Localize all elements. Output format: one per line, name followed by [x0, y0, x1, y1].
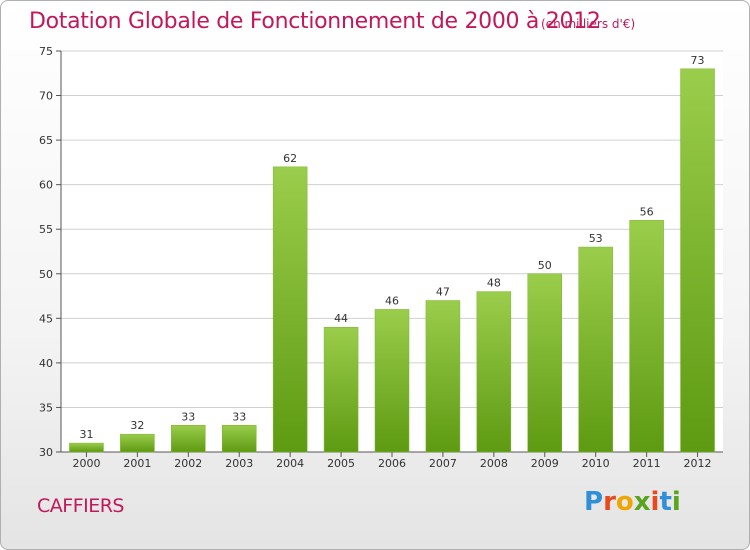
y-tick-label: 50: [39, 268, 53, 281]
chart-subtitle: (en milliers d'€): [541, 17, 636, 31]
logo-letter: i: [650, 487, 660, 517]
bar-value-label: 47: [436, 286, 450, 299]
logo-letter: i: [671, 487, 681, 517]
bar: [425, 300, 461, 453]
logo-letter: t: [659, 487, 672, 517]
bar: [578, 246, 613, 453]
x-tick-label: 2009: [531, 457, 559, 470]
x-tick-label: 2001: [123, 457, 151, 470]
bar-value-label: 32: [130, 419, 144, 432]
bar-value-label: 73: [691, 54, 705, 67]
y-tick-label: 75: [39, 45, 53, 58]
logo-letter: o: [615, 487, 634, 517]
y-tick-label: 30: [39, 446, 53, 459]
bar-value-label: 50: [538, 259, 552, 272]
commune-name: CAFFIERS: [37, 495, 125, 517]
bar-value-label: 44: [334, 312, 348, 325]
proxiti-logo[interactable]: Proxiti: [584, 487, 681, 517]
bar-value-label: 48: [487, 277, 501, 290]
y-tick-label: 65: [39, 134, 53, 147]
bar: [69, 442, 104, 453]
bar-value-label: 53: [589, 232, 603, 245]
y-tick-label: 35: [39, 401, 53, 414]
y-tick-label: 55: [39, 223, 53, 236]
x-tick-label: 2005: [327, 457, 355, 470]
y-tick-label: 45: [39, 312, 53, 325]
bar: [680, 68, 715, 453]
bar: [323, 326, 359, 453]
bar: [527, 273, 563, 453]
bar: [221, 425, 257, 453]
logo-letter: P: [584, 487, 604, 517]
bar: [476, 291, 512, 453]
x-tick-label: 2008: [480, 457, 508, 470]
x-tick-label: 2012: [684, 457, 712, 470]
bar-value-label: 62: [283, 152, 297, 165]
y-tick-label: 60: [39, 179, 53, 192]
x-tick-label: 2000: [72, 457, 100, 470]
x-tick-label: 2010: [582, 457, 610, 470]
bar: [171, 425, 206, 453]
x-tick-label: 2006: [378, 457, 406, 470]
bar-value-label: 56: [640, 205, 654, 218]
bar: [374, 309, 410, 453]
bar: [120, 433, 155, 453]
y-tick-label: 70: [39, 90, 53, 103]
x-tick-label: 2003: [225, 457, 253, 470]
x-tick-label: 2007: [429, 457, 457, 470]
bar-value-label: 33: [181, 410, 195, 423]
bar: [629, 220, 664, 453]
logo-letter: x: [633, 487, 651, 517]
bar: [272, 166, 308, 453]
x-tick-label: 2002: [174, 457, 202, 470]
bar-value-label: 31: [79, 428, 93, 441]
bar-value-label: 33: [232, 410, 246, 423]
bar-value-label: 46: [385, 294, 399, 307]
y-tick-label: 40: [39, 357, 53, 370]
logo-letter: r: [603, 487, 616, 517]
x-tick-label: 2011: [633, 457, 661, 470]
x-tick-label: 2004: [276, 457, 304, 470]
chart-title: Dotation Globale de Fonctionnement de 20…: [29, 9, 601, 34]
